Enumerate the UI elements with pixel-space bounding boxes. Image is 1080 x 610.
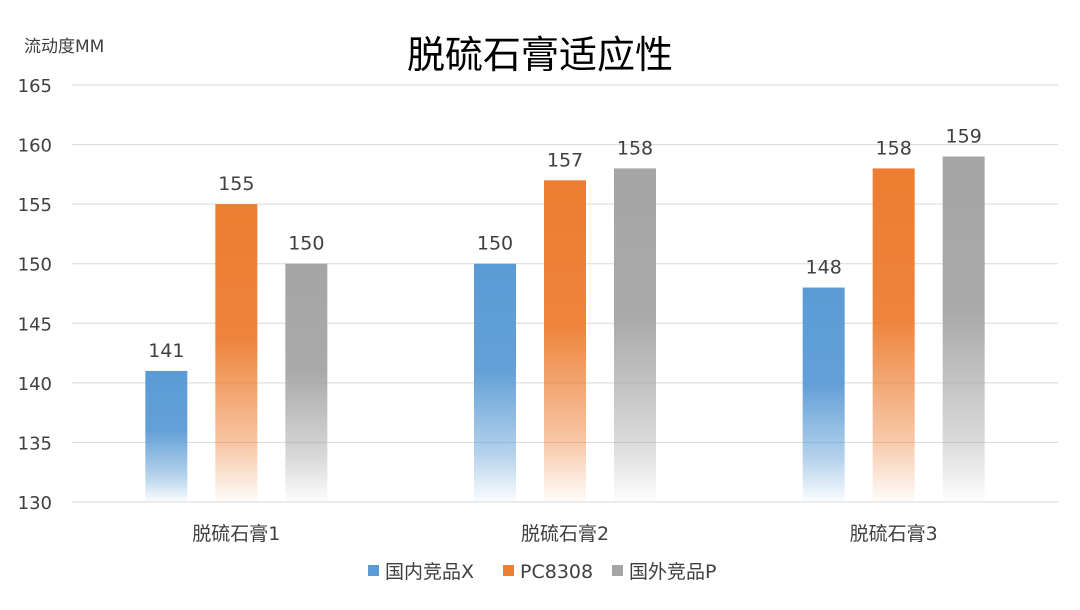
- bar: [215, 204, 258, 502]
- bar: [942, 156, 985, 502]
- data-label: 150: [477, 233, 513, 255]
- bars: [145, 156, 985, 503]
- data-label: 148: [806, 257, 842, 279]
- x-tick-label: 脱硫石膏3: [850, 522, 938, 545]
- legend: 国内竞品X PC8308 国外竞品P: [368, 561, 716, 583]
- y-tick-label: 165: [18, 76, 52, 97]
- data-labels: 141 155 150 150 157 158 148 158 159: [148, 125, 982, 361]
- data-label: 155: [218, 173, 254, 195]
- legend-swatch: [368, 565, 379, 576]
- legend-label: PC8308: [520, 561, 593, 583]
- legend-swatch: [612, 565, 623, 576]
- y-tick-label: 155: [18, 195, 52, 216]
- y-axis-ticks: 130 135 140 145 150 155 160 165: [18, 76, 52, 514]
- data-label: 150: [288, 233, 324, 255]
- y-tick-label: 135: [18, 433, 52, 454]
- legend-label: 国内竞品X: [385, 561, 474, 583]
- bar: [802, 287, 845, 502]
- bar: [614, 168, 656, 502]
- y-tick-label: 160: [18, 136, 52, 157]
- bar: [544, 180, 586, 503]
- data-label: 158: [617, 137, 653, 159]
- bar: [285, 263, 328, 502]
- bar: [474, 263, 516, 502]
- legend-label: 国外竞品P: [629, 561, 716, 583]
- y-tick-label: 150: [18, 255, 52, 276]
- x-axis-ticks: 脱硫石膏1 脱硫石膏2 脱硫石膏3: [192, 522, 937, 545]
- data-label: 159: [946, 125, 982, 147]
- bar: [145, 370, 188, 502]
- data-label: 157: [547, 149, 583, 171]
- chart-title: 脱硫石膏适应性: [407, 33, 673, 77]
- y-axis-label: 流动度MM: [24, 37, 104, 57]
- x-tick-label: 脱硫石膏2: [521, 522, 609, 545]
- data-label: 141: [148, 340, 184, 362]
- x-tick-label: 脱硫石膏1: [192, 522, 280, 545]
- legend-swatch: [503, 565, 514, 576]
- y-tick-label: 130: [18, 493, 52, 514]
- bar: [872, 168, 915, 502]
- y-tick-label: 145: [18, 314, 52, 335]
- data-label: 158: [876, 137, 912, 159]
- y-tick-label: 140: [18, 374, 52, 395]
